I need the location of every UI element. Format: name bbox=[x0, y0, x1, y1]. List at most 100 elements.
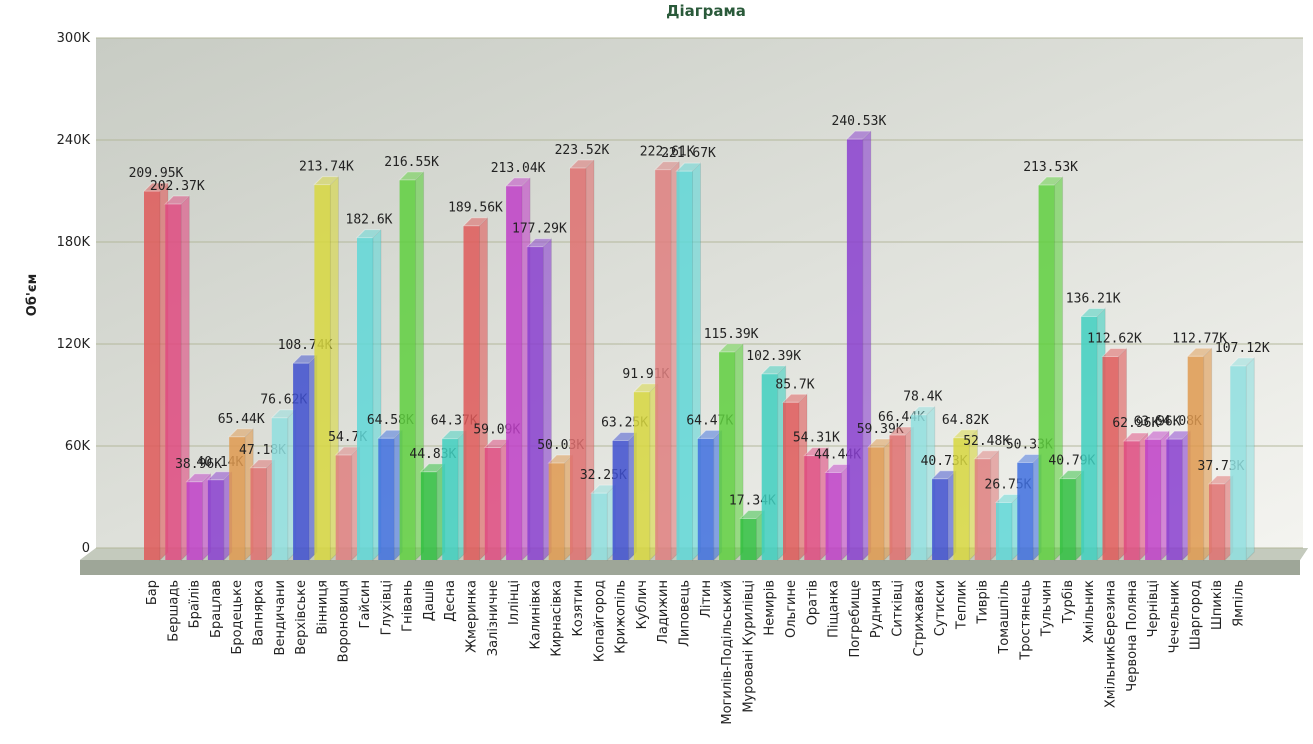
bar bbox=[1016, 453, 1043, 562]
bar-face bbox=[378, 438, 395, 560]
x-tick-label: Ямпіль bbox=[1231, 580, 1246, 627]
x-tick-label: Вапнярка bbox=[252, 580, 267, 646]
bar-face bbox=[186, 481, 203, 560]
bar-face bbox=[548, 462, 565, 560]
value-label: 65.44K bbox=[218, 412, 265, 427]
bar bbox=[164, 194, 191, 562]
bar-face bbox=[591, 493, 608, 560]
x-tick-label: Гайсин bbox=[358, 580, 373, 628]
value-label: 136.21K bbox=[1066, 291, 1121, 306]
bar-face bbox=[1081, 316, 1098, 560]
x-tick-label: Ситківці bbox=[891, 580, 906, 637]
bar-face bbox=[314, 184, 331, 560]
x-tick-label: Вороновиця bbox=[337, 580, 352, 662]
bar bbox=[142, 181, 170, 562]
chart-title: Діаграма bbox=[666, 2, 746, 20]
value-label: 213.74K bbox=[299, 160, 354, 175]
bar bbox=[866, 437, 894, 562]
bar-face bbox=[1166, 439, 1183, 560]
bar bbox=[1207, 474, 1235, 562]
value-label: 78.4K bbox=[903, 390, 942, 405]
bar-face bbox=[1102, 356, 1119, 560]
x-tick-label: Брацлав bbox=[209, 580, 224, 638]
y-tick-label: 60K bbox=[65, 439, 91, 454]
value-label: 64.82K bbox=[942, 413, 989, 428]
x-tick-label: Шаргород bbox=[1189, 580, 1204, 650]
bar-face bbox=[612, 440, 629, 560]
x-tick-label: Літин bbox=[699, 580, 714, 618]
bar-face bbox=[271, 417, 288, 560]
value-label: 54.31K bbox=[793, 431, 840, 446]
bar bbox=[526, 237, 553, 562]
x-tick-label: Могилів-Подільський bbox=[720, 580, 735, 725]
value-label: 213.53K bbox=[1023, 160, 1078, 175]
x-tick-label: Ладижин bbox=[656, 580, 671, 644]
y-tick-label: 0 bbox=[82, 541, 90, 556]
bar-face bbox=[229, 436, 246, 560]
value-label: 221.67K bbox=[661, 146, 716, 161]
value-label: 112.62K bbox=[1087, 332, 1142, 347]
value-label: 102.39K bbox=[746, 349, 801, 364]
bar-face bbox=[570, 168, 586, 561]
value-label: 112.77K bbox=[1172, 331, 1227, 346]
value-label: 209.95K bbox=[129, 166, 184, 181]
bar bbox=[185, 472, 212, 562]
value-label: 63.96K bbox=[1134, 414, 1181, 429]
x-tick-label: Десна bbox=[443, 580, 458, 622]
x-tick-label: Бершадь bbox=[166, 580, 181, 642]
x-tick-label: Ольгине bbox=[784, 580, 799, 638]
value-label: 189.56K bbox=[448, 201, 503, 216]
x-tick-label: Крижопіль bbox=[614, 580, 629, 654]
bar bbox=[206, 470, 234, 562]
x-tick-label: Теплик bbox=[954, 580, 969, 630]
bar-face bbox=[761, 373, 778, 560]
x-tick-label: Погребище bbox=[848, 580, 863, 658]
bar-face bbox=[1123, 440, 1140, 560]
x-tick-label: Копайгород bbox=[592, 580, 607, 662]
x-tick-label: Дашів bbox=[422, 580, 437, 621]
value-label: 52.48K bbox=[963, 434, 1010, 449]
bar-face bbox=[1038, 184, 1055, 560]
bar bbox=[313, 175, 340, 562]
bar-face bbox=[804, 455, 821, 560]
x-tick-label: Сутиски bbox=[933, 580, 948, 636]
value-label: 213.04K bbox=[491, 161, 546, 176]
x-tick-label: Шпиків bbox=[1210, 580, 1225, 630]
bar bbox=[291, 353, 319, 562]
value-label: 85.7K bbox=[775, 377, 814, 392]
bar-face bbox=[357, 237, 373, 560]
bar-face bbox=[442, 438, 459, 560]
bar-face bbox=[633, 391, 650, 560]
bar bbox=[1229, 356, 1256, 562]
bar-face bbox=[910, 414, 927, 560]
y-tick-label: 240K bbox=[57, 133, 91, 148]
bar-face bbox=[1230, 365, 1247, 560]
x-tick-label: Немирів bbox=[763, 580, 778, 636]
bar bbox=[824, 463, 851, 562]
x-tick-label: Томашпіль bbox=[997, 580, 1012, 655]
x-tick-label: Стрижавка bbox=[912, 580, 927, 657]
bar-face bbox=[697, 438, 714, 560]
bar bbox=[547, 453, 574, 562]
bar-face bbox=[825, 472, 842, 560]
bar bbox=[696, 429, 724, 562]
x-tick-label: ХмільникБерезина bbox=[1104, 580, 1119, 708]
bar bbox=[377, 429, 404, 562]
bar bbox=[952, 428, 979, 562]
bar bbox=[653, 160, 681, 562]
x-tick-label: Кублич bbox=[635, 580, 650, 629]
x-tick-label: Жмеринка bbox=[465, 580, 480, 653]
bar bbox=[1165, 429, 1192, 562]
bar bbox=[419, 462, 447, 562]
x-tick-label: Вінниця bbox=[315, 580, 330, 635]
value-label: 115.39K bbox=[704, 327, 759, 342]
bar-face bbox=[719, 351, 736, 560]
bar-face bbox=[868, 447, 885, 560]
x-tick-label: Муровані Курилівці bbox=[741, 580, 756, 713]
bar-face bbox=[1017, 462, 1034, 560]
bar bbox=[1058, 469, 1086, 562]
bar bbox=[994, 493, 1022, 562]
bar-face bbox=[1245, 356, 1255, 562]
value-label: 216.55K bbox=[384, 155, 439, 170]
